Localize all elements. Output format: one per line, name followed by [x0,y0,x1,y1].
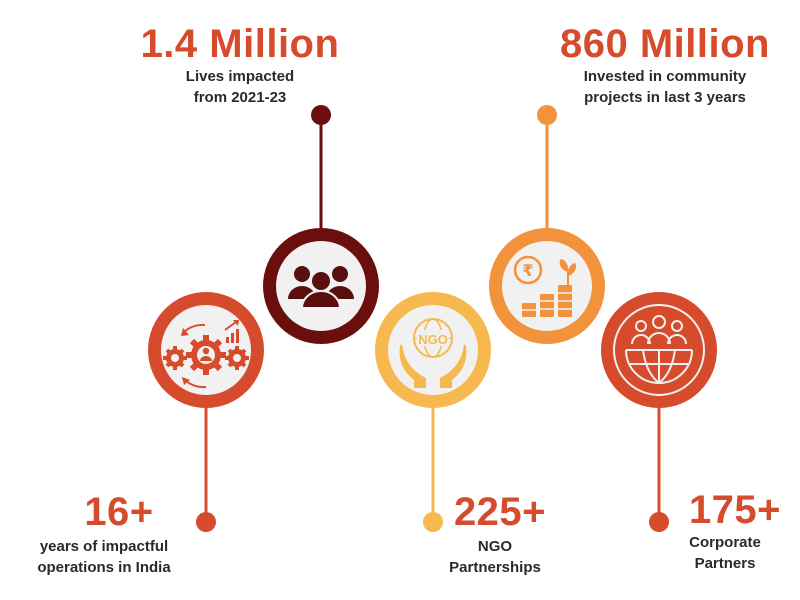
ngo-badge-text: NGO [418,332,448,347]
invested-caption-line2: projects in last 3 years [584,89,746,106]
people-group-icon [288,266,354,309]
globe-people-icon [625,315,693,384]
invested-caption-line1: Invested in community [583,68,747,85]
invested-circle: ₹ [489,228,605,344]
lives-value: 1.4 Million [140,22,340,66]
lives-caption-line1: Lives impacted [185,68,295,85]
invested-value: 860 Million [560,22,770,66]
corporate-circle [601,292,717,408]
years-caption-line2: operations in India [37,559,171,576]
years-caption-line1: years of impactful [39,538,169,555]
lives-caption-line2: from 2021-23 [193,89,287,106]
ngo-value: 225+ [453,490,547,534]
years-dot [196,512,216,532]
lives-circle [263,228,379,344]
rupee-growth-icon: ₹ [513,255,577,317]
lives-dot [311,105,331,125]
ngo-circle: NGO [375,292,491,408]
corporate-caption-line1: Corporate [689,534,761,551]
corporate-value: 175+ [688,488,782,532]
corporate-dot [649,512,669,532]
years-circle [148,292,264,408]
ngo-caption-line2: Partnerships [449,559,541,576]
ngo-caption-line1: NGO [477,538,513,555]
gears-user-icon [163,320,249,389]
svg-text:₹: ₹ [522,261,533,280]
years-value: 16+ [84,490,154,534]
ngo-hands-icon: NGO [399,318,467,388]
corporate-caption-line2: Partners [694,555,756,572]
invested-dot [537,105,557,125]
ngo-dot [423,512,443,532]
